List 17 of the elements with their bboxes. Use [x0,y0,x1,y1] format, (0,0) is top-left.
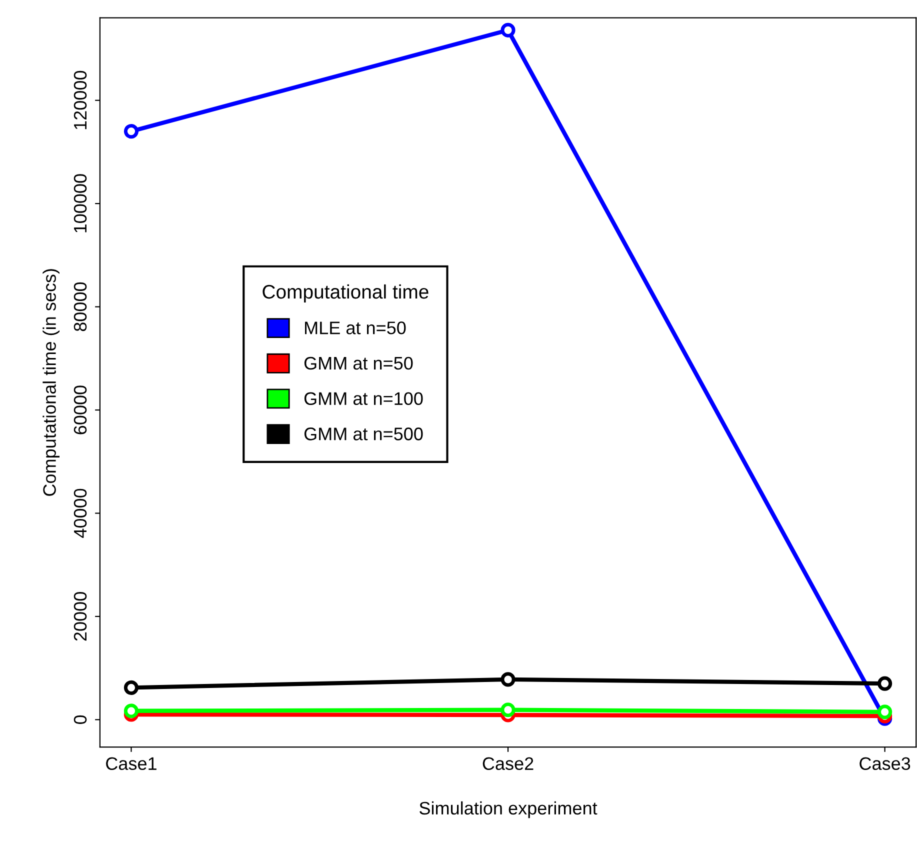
y-axis-title: Computational time (in secs) [42,269,60,496]
y-tick-label: 120000 [74,70,87,130]
y-tick-label: 100000 [74,174,87,232]
y-tick-label: 80000 [74,282,87,332]
x-tick-label: Case3 [860,757,910,770]
legend-label: GMM at n=50 [304,356,413,370]
y-tick-label: 60000 [74,386,87,434]
x-tick-label: Case2 [482,757,534,770]
x-tick-label: Case1 [106,757,156,770]
legend-title: Computational time [262,284,428,303]
legend-label: GMM at n=500 [304,428,423,440]
legend-label: MLE at n=50 [305,322,406,334]
y-tick-label: 20000 [74,592,87,641]
y-tick-label: 0 [74,715,87,724]
legend-label: GMM at n=100 [304,392,423,405]
y-tick-label: 40000 [74,488,87,538]
x-axis-title: Simulation experiment [420,801,598,818]
